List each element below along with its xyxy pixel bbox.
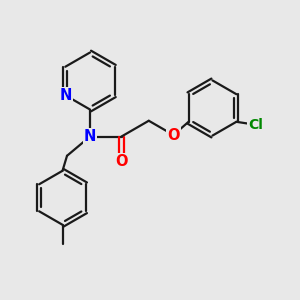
Text: O: O [115,154,128,169]
Text: N: N [84,129,96,144]
Text: O: O [167,128,180,142]
Text: N: N [59,88,71,103]
Text: Cl: Cl [248,118,263,132]
